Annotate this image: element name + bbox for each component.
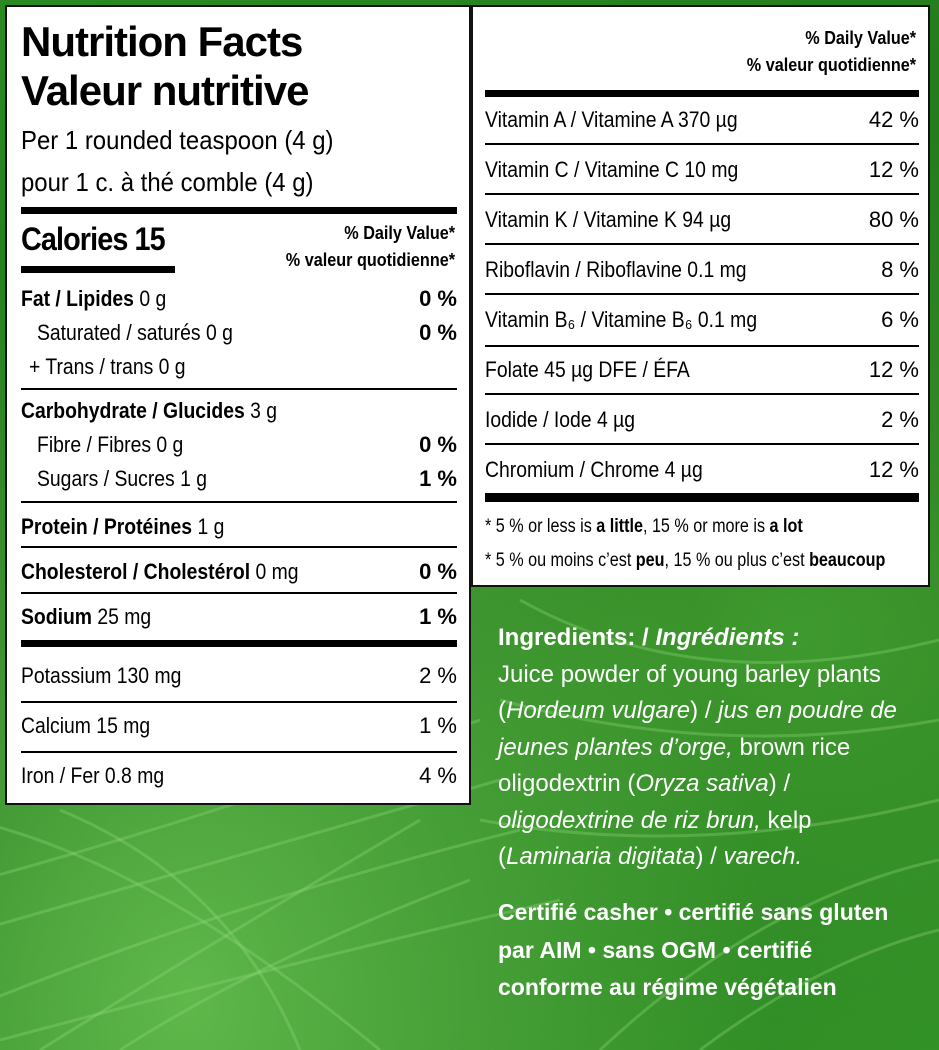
sugars-pct: 1 % [419,466,457,491]
calcium-pct: 1 % [419,713,457,738]
thick-rule [21,640,457,647]
vitamin-label: Chromium / Chrome 4 µg [485,457,703,482]
sodium-amount: 25 mg [91,604,152,629]
daily-value-header-en: % Daily Value* [805,28,916,48]
ingredients-heading: Ingredients: / [498,624,656,651]
daily-value-header-fr: % valeur quotidienne* [746,55,916,75]
divider [485,293,919,295]
vitamin-pct: 42 % [868,107,919,132]
vitamin-pct: 8 % [881,257,919,282]
cholesterol-label: Cholesterol / Cholestérol [21,559,251,584]
saturated-label: Saturated / saturés 0 g [37,320,233,345]
divider [485,345,919,347]
cholesterol-pct: 0 % [419,559,457,584]
potassium-pct: 2 % [419,663,457,688]
divider [21,751,457,753]
chromium-row: Chromium / Chrome 4 µg 12 % [485,445,919,495]
vitamin-label: Vitamin K / Vitamine K 94 µg [485,207,732,232]
riboflavin-row: Riboflavin / Riboflavine 0.1 mg 8 % [485,245,919,295]
fibre-pct: 0 % [419,432,457,457]
certification-text: Certifié casher • certifié sans gluten p… [498,899,889,1000]
saturated-pct: 0 % [419,320,457,345]
vitamin-label: Riboflavin / Riboflavine 0.1 mg [485,257,747,282]
divider [485,193,919,195]
divider [485,243,919,245]
trans-label: + Trans / trans 0 g [29,354,186,379]
calcium-label: Calcium 15 mg [21,713,151,738]
vitamin-label: Vitamin B₆ / Vitamine B₆ 0.1 mg [485,307,758,332]
cholesterol-row: Cholesterol / Cholestérol 0 mg 0 % [21,549,457,595]
iron-row: Iron / Fer 0.8 mg 4 % [21,753,457,799]
saturated-row: Saturated / saturés 0 g 0 % [21,316,457,350]
calcium-row: Calcium 15 mg 1 % [21,703,457,749]
divider [21,501,457,503]
protein-label: Protein / Protéines [21,514,193,539]
vitamin-pct: 12 % [868,157,919,182]
fat-row: Fat / Lipides 0 g 0 % [21,282,457,316]
vitamin-pct: 12 % [868,357,919,382]
title-fr: Valeur nutritive [21,67,309,114]
vitamin-a-row: Vitamin A / Vitamine A 370 µg 42 % [485,95,919,145]
potassium-row: Potassium 130 mg 2 % [21,653,457,699]
divider [21,701,457,703]
vitamins-panel: % Daily Value* % valeur quotidienne* Vit… [471,5,930,587]
sodium-label: Sodium [21,604,92,629]
sodium-pct: 1 % [419,604,457,629]
protein-amount: 1 g [192,514,225,539]
footnote-fr: * 5 % ou moins c’est peu, 15 % ou plus c… [485,550,886,571]
thick-rule [485,493,919,502]
daily-value-header-fr: % valeur quotidienne* [285,250,455,270]
vitamin-pct: 2 % [881,407,919,432]
footnote-en: * 5 % or less is a little, 15 % or more … [485,516,803,537]
vitamin-c-row: Vitamin C / Vitamine C 10 mg 12 % [485,145,919,195]
fat-amount: 0 g [133,286,167,311]
fibre-row: Fibre / Fibres 0 g 0 % [21,428,457,462]
trans-row: + Trans / trans 0 g [21,350,457,384]
potassium-label: Potassium 130 mg [21,663,182,688]
title-en: Nutrition Facts [21,18,303,65]
vitamin-k-row: Vitamin K / Vitamine K 94 µg 80 % [485,195,919,245]
serving-size-fr: pour 1 c. à thé comble (4 g) [21,167,314,197]
divider [21,592,457,594]
carb-label: Carbohydrate / Glucides [21,398,245,423]
vitamin-label: Vitamin A / Vitamine A 370 µg [485,107,738,132]
daily-value-header-en: % Daily Value* [344,223,455,243]
iron-label: Iron / Fer 0.8 mg [21,763,165,788]
ingredients-text: Ingredients: / Ingrédients : Juice powder… [498,624,897,870]
sugars-row: Sugars / Sucres 1 g 1 % [21,462,457,496]
fibre-label: Fibre / Fibres 0 g [37,432,184,457]
thick-rule [21,207,457,214]
divider [21,388,457,390]
serving-size-en: Per 1 rounded teaspoon (4 g) [21,125,334,155]
sugars-label: Sugars / Sucres 1 g [37,466,208,491]
thick-rule [485,90,919,97]
carbohydrate-row: Carbohydrate / Glucides 3 g [21,394,457,428]
divider [485,393,919,395]
divider [485,143,919,145]
calories-underline [21,266,175,273]
calories: Calories 15 [21,221,166,257]
vitamin-pct: 12 % [868,457,919,482]
vitamin-pct: 80 % [868,207,919,232]
vitamin-label: Folate 45 µg DFE / ÉFA [485,357,690,382]
sodium-row: Sodium 25 mg 1 % [21,594,457,640]
folate-row: Folate 45 µg DFE / ÉFA 12 % [485,345,919,395]
iodide-row: Iodide / Iode 4 µg 2 % [485,395,919,445]
fat-label: Fat / Lipides [21,286,134,311]
fat-pct: 0 % [419,286,457,311]
vitamin-label: Iodide / Iode 4 µg [485,407,636,432]
cholesterol-amount: 0 mg [250,559,299,584]
divider [485,443,919,445]
vitamin-pct: 6 % [881,307,919,332]
ingredients-heading-fr: Ingrédients : [655,624,800,651]
divider [21,546,457,548]
nutrition-facts-panel: Nutrition Facts Valeur nutritive Per 1 r… [5,5,471,805]
iron-pct: 4 % [419,763,457,788]
vitamin-label: Vitamin C / Vitamine C 10 mg [485,157,739,182]
carb-amount: 3 g [244,398,278,423]
protein-row: Protein / Protéines 1 g [21,504,457,550]
vitamin-b6-row: Vitamin B₆ / Vitamine B₆ 0.1 mg 6 % [485,295,919,345]
